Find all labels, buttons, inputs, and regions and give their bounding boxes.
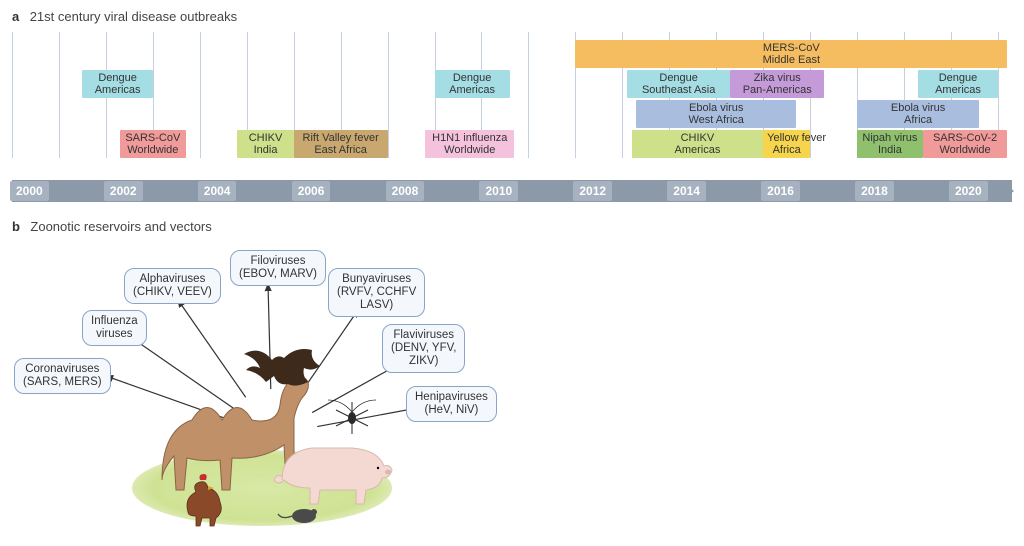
rodent-tail (278, 514, 292, 518)
year-label: 2008 (386, 181, 425, 201)
virus-family-node: Filoviruses (EBOV, MARV) (230, 250, 326, 286)
outbreak-event: SARS-CoV Worldwide (120, 130, 186, 158)
gridline (388, 32, 389, 158)
outbreak-event: Dengue Americas (918, 70, 998, 98)
year-tick: 2000 (10, 180, 49, 202)
year-label: 2000 (10, 181, 49, 201)
virus-family-node: Bunyaviruses (RVFV, CCHFV LASV) (328, 268, 425, 317)
year-tick: 2002 (104, 180, 143, 202)
outbreak-event: Yellow fever Africa (763, 130, 810, 158)
mosquito-icon (348, 412, 356, 424)
gridline (528, 32, 529, 158)
outbreak-event: Ebola virus West Africa (636, 100, 796, 128)
outbreak-event: Dengue Americas (82, 70, 152, 98)
outbreak-event: Zika virus Pan-Americas (730, 70, 824, 98)
panel-b: Coronaviruses (SARS, MERS) Influenza viru… (12, 222, 1012, 530)
panel-a-label: a (12, 9, 19, 24)
year-label: 2012 (573, 181, 612, 201)
pig-snout (385, 470, 391, 475)
year-tick: 2010 (479, 180, 518, 202)
panel-b-header: b Zoonotic reservoirs and vectors (12, 218, 212, 236)
year-tick: 2018 (855, 180, 894, 202)
year-label: 2014 (667, 181, 706, 201)
outbreak-event: CHIKV India (237, 130, 293, 158)
virus-family-node: Henipaviruses (HeV, NiV) (406, 386, 497, 422)
timeline: MERS-CoV Middle EastDengue AmericasDengu… (12, 32, 1012, 202)
year-tick: 2012 (573, 180, 612, 202)
outbreak-event: MERS-CoV Middle East (575, 40, 1007, 68)
outbreak-event: CHIKV Americas (632, 130, 763, 158)
gridline (12, 32, 13, 158)
year-label: 2016 (761, 181, 800, 201)
outbreak-event: SARS-CoV-2 Worldwide (923, 130, 1008, 158)
chicken-comb (200, 474, 207, 480)
year-label: 2020 (949, 181, 988, 201)
year-tick: 2014 (667, 180, 706, 202)
gridline (59, 32, 60, 158)
year-tick: 2004 (198, 180, 237, 202)
outbreak-event: Rift Valley fever East Africa (294, 130, 388, 158)
virus-family-node: Flaviviruses (DENV, YFV, ZIKV) (382, 324, 465, 373)
year-label: 2002 (104, 181, 143, 201)
virus-family-node: Influenza viruses (82, 310, 147, 346)
gridline (200, 32, 201, 158)
year-tick: 2008 (386, 180, 425, 202)
panel-a-header: a 21st century viral disease outbreaks (12, 8, 1012, 26)
year-label: 2018 (855, 181, 894, 201)
pig-eye (377, 467, 379, 469)
year-label: 2006 (292, 181, 331, 201)
outbreak-event: Dengue Southeast Asia (627, 70, 730, 98)
rodent-head (311, 509, 317, 515)
year-label: 2004 (198, 181, 237, 201)
outbreak-event: Nipah virus India (857, 130, 923, 158)
timeline-body: MERS-CoV Middle EastDengue AmericasDengu… (12, 32, 1004, 180)
axis-arrow-icon (1000, 180, 1014, 202)
chicken-icon (187, 482, 221, 526)
outbreak-event: H1N1 influenza Worldwide (425, 130, 514, 158)
panel-b-title: Zoonotic reservoirs and vectors (30, 219, 211, 234)
virus-family-node: Alphaviruses (CHIKV, VEEV) (124, 268, 221, 304)
zoonotic-diagram: Coronaviruses (SARS, MERS) Influenza viru… (12, 250, 532, 530)
outbreak-event: Ebola virus Africa (857, 100, 979, 128)
outbreak-event: Dengue Americas (435, 70, 510, 98)
year-label: 2010 (479, 181, 518, 201)
year-tick: 2016 (761, 180, 800, 202)
year-tick: 2020 (949, 180, 988, 202)
year-tick: 2006 (292, 180, 331, 202)
panel-b-label: b (12, 219, 20, 234)
bat-icon (244, 349, 320, 386)
timeline-axis: 2000 2002 2004 2006 2008 2010 2012 2014 2016 2018… (12, 180, 1012, 202)
panel-a-title: 21st century viral disease outbreaks (30, 9, 237, 24)
virus-family-node: Coronaviruses (SARS, MERS) (14, 358, 111, 394)
pig-icon (274, 448, 392, 504)
